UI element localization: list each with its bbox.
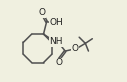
Text: NH: NH [49, 37, 63, 46]
Text: O: O [55, 58, 62, 67]
Text: OH: OH [50, 18, 64, 27]
Text: O: O [72, 44, 79, 53]
Text: O: O [38, 8, 45, 17]
